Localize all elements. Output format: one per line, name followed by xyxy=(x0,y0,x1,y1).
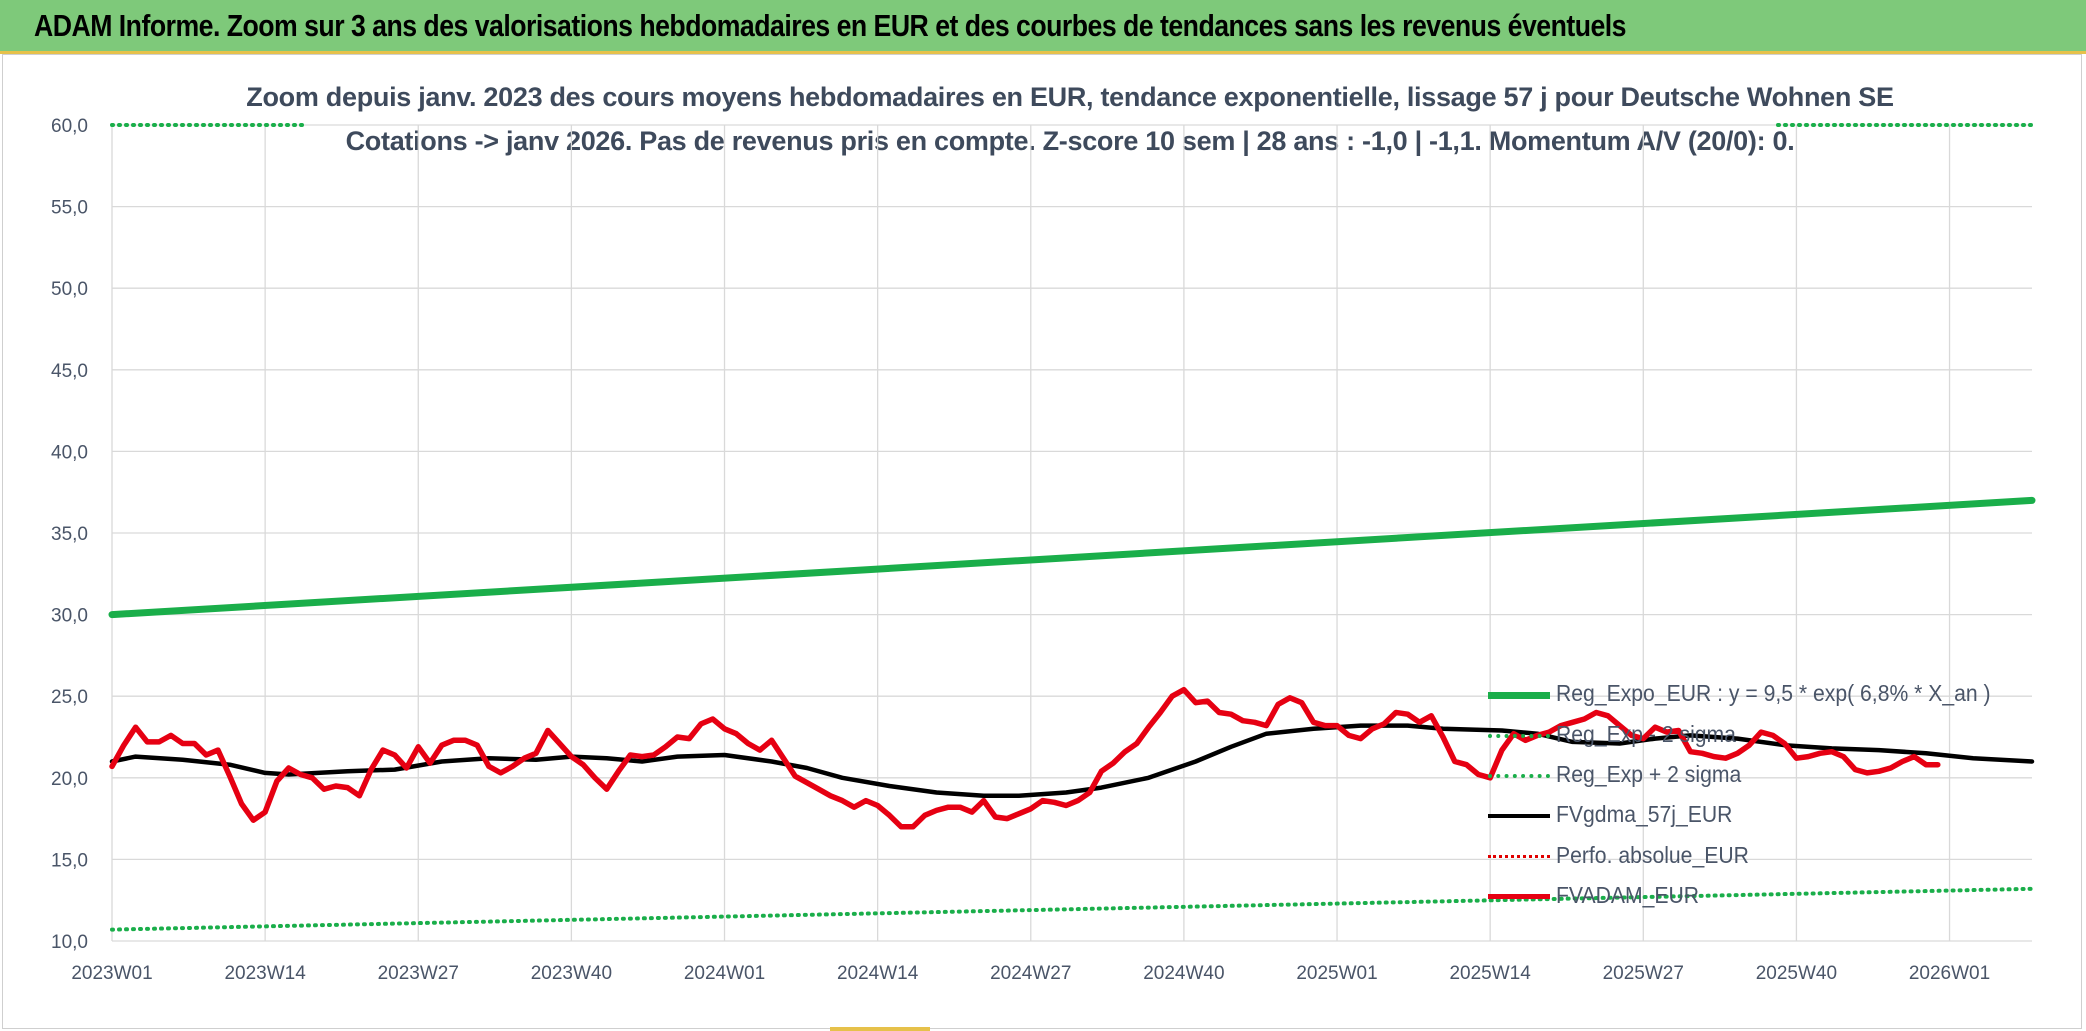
report-header: ADAM Informe. Zoom sur 3 ans des valoris… xyxy=(0,0,2086,54)
legend-swatch xyxy=(1488,691,1550,699)
x-tick-label: 2025W14 xyxy=(1449,963,1531,984)
series-line-0 xyxy=(108,496,2036,619)
y-tick-label: 30,0 xyxy=(51,606,88,627)
chart-title: Zoom depuis janv. 2023 des cours moyens … xyxy=(246,82,1894,112)
x-tick-label: 2024W14 xyxy=(837,963,919,984)
y-tick-label: 50,0 xyxy=(51,279,88,300)
y-tick-label: 25,0 xyxy=(51,687,88,708)
y-tick-label: 60,0 xyxy=(51,116,88,137)
legend-label: Reg_Exp - 2 sigma xyxy=(1556,721,1736,747)
legend-label: Reg_Expo_EUR : y = 9,5 * exp( 6,8% * X_a… xyxy=(1556,680,1991,706)
legend-label: Reg_Exp + 2 sigma xyxy=(1556,761,1742,787)
y-tick-label: 20,0 xyxy=(51,769,88,790)
legend-swatch xyxy=(1488,774,1550,778)
series-line-3 xyxy=(109,723,2035,799)
y-tick-label: 15,0 xyxy=(51,850,88,871)
legend-item: FVADAM_EUR xyxy=(1488,882,2048,912)
legend-item: Reg_Exp - 2 sigma xyxy=(1488,721,2048,751)
legend-label: FVADAM_EUR xyxy=(1556,882,1700,908)
x-tick-label: 2026W01 xyxy=(1909,963,1990,984)
series-line-1 xyxy=(110,886,2034,932)
x-tick-label: 2024W27 xyxy=(990,963,1071,984)
y-tick-label: 35,0 xyxy=(51,524,88,545)
x-tick-label: 2023W40 xyxy=(531,963,612,984)
x-tick-label: 2024W40 xyxy=(1143,963,1224,984)
chart-frame xyxy=(2,54,2082,1029)
legend-label: FVgdma_57j_EUR xyxy=(1556,801,1733,827)
legend-swatch xyxy=(1488,734,1550,738)
y-tick-label: 10,0 xyxy=(51,932,88,953)
legend-item: FVgdma_57j_EUR xyxy=(1488,801,2048,831)
x-tick-label: 2023W01 xyxy=(71,963,152,984)
legend-swatch xyxy=(1488,855,1550,859)
legend-swatch xyxy=(1488,894,1550,900)
legend-swatch xyxy=(1488,813,1550,818)
x-tick-label: 2025W01 xyxy=(1296,963,1377,984)
y-tick-label: 55,0 xyxy=(51,198,88,219)
x-tick-label: 2025W27 xyxy=(1603,963,1684,984)
legend-item: Reg_Exp + 2 sigma xyxy=(1488,761,2048,791)
legend-item: Perfo. absolue_EUR xyxy=(1488,842,2048,872)
x-tick-label: 2023W14 xyxy=(224,963,306,984)
report-title: ADAM Informe. Zoom sur 3 ans des valoris… xyxy=(34,8,1627,43)
series-line-5 xyxy=(109,686,1941,830)
legend-label: Perfo. absolue_EUR xyxy=(1556,842,1749,868)
x-tick-label: 2023W27 xyxy=(378,963,459,984)
y-tick-label: 40,0 xyxy=(51,442,88,463)
bottom-accent xyxy=(830,1027,930,1031)
chart-subtitle: Cotations -> janv 2026. Pas de revenus p… xyxy=(345,126,1795,156)
y-tick-label: 45,0 xyxy=(51,361,88,382)
x-tick-label: 2024W01 xyxy=(684,963,765,984)
x-tick-label: 2025W40 xyxy=(1756,963,1837,984)
legend-item: Reg_Expo_EUR : y = 9,5 * exp( 6,8% * X_a… xyxy=(1488,680,2048,710)
